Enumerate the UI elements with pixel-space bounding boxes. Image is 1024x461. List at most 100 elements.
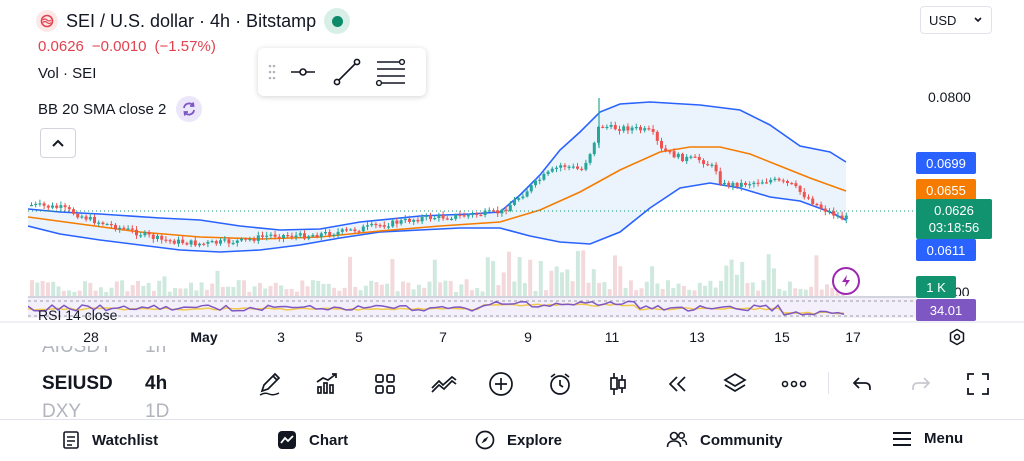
volume-bar: [676, 283, 681, 296]
fullscreen-icon[interactable]: [962, 368, 994, 400]
volume-bar: [533, 290, 538, 296]
candle-body: [328, 231, 332, 236]
volume-bar: [618, 266, 623, 296]
volume-bar: [634, 290, 639, 296]
redo-icon[interactable]: [905, 368, 937, 400]
horizontal-line-icon[interactable]: [284, 55, 322, 89]
volume-bar: [401, 281, 405, 296]
candle-body: [731, 182, 735, 187]
nav-explore[interactable]: Explore: [475, 430, 562, 450]
candle-body: [647, 128, 651, 130]
volume-bar: [194, 290, 199, 296]
candle-body: [769, 179, 773, 183]
candle-body: [697, 156, 701, 161]
lightning-icon[interactable]: [832, 267, 860, 295]
add-icon[interactable]: [485, 368, 517, 400]
volume-bar: [681, 285, 686, 296]
nav-community-label: Community: [700, 431, 783, 449]
volume-bar: [332, 287, 337, 296]
drawing-toolbar: [258, 48, 426, 96]
volume-bar: [793, 288, 798, 296]
fib-levels-icon[interactable]: [372, 55, 410, 89]
volume-bar: [395, 291, 400, 296]
compare-icon[interactable]: [428, 368, 460, 400]
price-axis-tick-partial: 00: [954, 285, 970, 296]
candle-body: [269, 234, 273, 236]
volume-bar: [427, 281, 432, 296]
candle-body: [651, 129, 655, 132]
candle-body: [210, 241, 214, 243]
volume-bar: [226, 286, 231, 296]
volume-bar: [136, 280, 140, 296]
candle-body: [177, 239, 180, 244]
candles-icon[interactable]: [602, 368, 634, 400]
candle-body: [416, 219, 420, 222]
symbol-item[interactable]: DXY 1D: [42, 401, 169, 418]
replay-icon[interactable]: [661, 368, 693, 400]
volume-bar: [30, 280, 34, 296]
nav-chart[interactable]: Chart: [277, 430, 348, 450]
candle-body: [613, 125, 617, 130]
volume-bar: [363, 285, 368, 296]
pencil-icon[interactable]: [254, 368, 286, 400]
symbol-item[interactable]: SEIUSD 4h: [42, 373, 167, 395]
candle-body: [46, 205, 50, 208]
candle-body: [294, 235, 298, 238]
undo-icon[interactable]: [846, 368, 878, 400]
sync-icon[interactable]: [176, 96, 203, 122]
price-chart[interactable]: [0, 0, 1024, 345]
drag-handle-icon[interactable]: [266, 61, 278, 83]
symbol-header[interactable]: SEI / U.S. dollar · 4h · Bitstamp: [36, 8, 351, 34]
candle-body: [324, 231, 327, 234]
volume-bar: [448, 280, 453, 296]
lower-band-label: 0.0611: [916, 239, 976, 261]
candle-body: [832, 211, 836, 216]
candle-body: [689, 156, 693, 158]
sei-logo-icon: [36, 10, 58, 32]
layout-grid-icon[interactable]: [369, 368, 401, 400]
nav-menu[interactable]: Menu: [892, 430, 963, 447]
symbol-name: DXY: [42, 401, 82, 418]
candle-body: [72, 209, 75, 214]
volume-bar: [257, 282, 262, 296]
volume-bar: [390, 259, 395, 296]
volume-bar: [406, 282, 411, 296]
symbol-title[interactable]: SEI / U.S. dollar · 4h · Bitstamp: [66, 10, 317, 31]
volume-bar: [809, 286, 814, 296]
layers-icon[interactable]: [719, 368, 751, 400]
candle-body: [256, 235, 260, 241]
symbol-switcher[interactable]: AIUSDT 1h SEIUSD 4h DXY 1D: [42, 346, 182, 418]
more-icon[interactable]: [778, 368, 810, 400]
indicators-icon[interactable]: [311, 368, 343, 400]
volume-bar: [67, 290, 72, 296]
last-price-value: 0.0626: [934, 203, 974, 218]
volume-bar: [607, 289, 612, 296]
volume-bar: [491, 261, 496, 296]
candle-body: [114, 224, 117, 230]
nav-watchlist[interactable]: Watchlist: [62, 430, 158, 450]
volume-bar: [787, 281, 792, 296]
nav-community[interactable]: Community: [666, 430, 783, 450]
candle-body: [59, 205, 63, 208]
candle-body: [319, 233, 323, 238]
trend-line-icon[interactable]: [328, 55, 366, 89]
alert-icon[interactable]: [544, 368, 576, 400]
candle-body: [668, 151, 672, 153]
price-change: −0.0010: [91, 38, 147, 55]
candle-body: [807, 197, 810, 199]
candle-body: [513, 199, 516, 205]
volume-bar: [750, 282, 755, 296]
volume-legend[interactable]: Vol · SEI: [38, 65, 97, 82]
collapse-legend-button[interactable]: [40, 128, 76, 158]
rsi-legend[interactable]: RSI 14 close: [38, 308, 118, 322]
volume-bar: [766, 254, 771, 296]
symbol-item[interactable]: AIUSDT 1h: [42, 346, 166, 358]
market-open-status-icon[interactable]: [324, 8, 351, 34]
candle-body: [744, 182, 747, 186]
candle-body: [403, 218, 407, 221]
chart-settings-icon[interactable]: [948, 328, 966, 351]
candle-body: [80, 216, 84, 218]
currency-select[interactable]: USD: [920, 6, 992, 34]
bollinger-legend[interactable]: BB 20 SMA close 2: [38, 96, 203, 122]
volume-bar: [231, 287, 236, 296]
